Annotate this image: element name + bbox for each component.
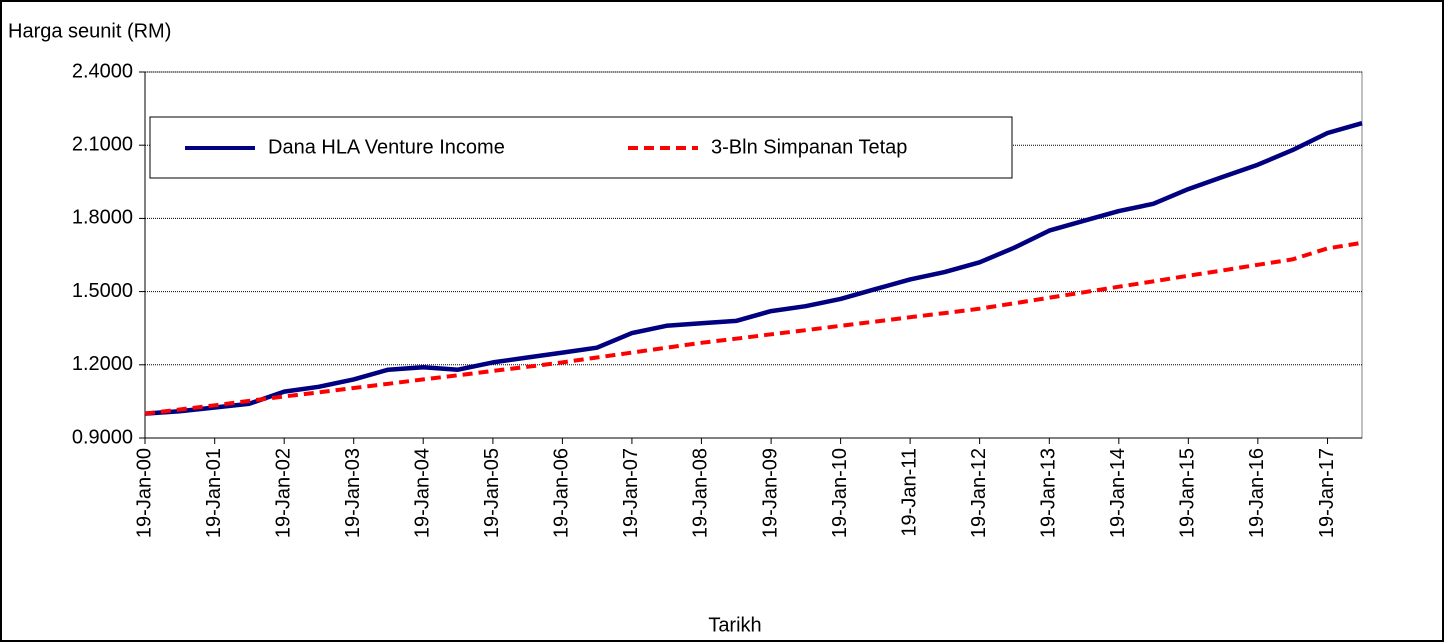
legend-box (149, 116, 1013, 179)
y-tick-label: 0.9000 (72, 426, 133, 448)
x-axis-label: Tarikh (708, 614, 761, 636)
y-tick-label: 2.1000 (72, 133, 133, 155)
y-tick-label: 2.4000 (72, 60, 133, 82)
x-tick-label: 19-Jan-05 (481, 448, 503, 538)
legend-label: 3-Bln Simpanan Tetap (711, 136, 907, 158)
x-tick-label: 19-Jan-07 (620, 448, 642, 538)
series-line (144, 240, 1363, 416)
series-line (144, 121, 1363, 416)
x-tick-label: 19-Jan-16 (1246, 448, 1268, 538)
x-tick-label: 19-Jan-13 (1038, 448, 1060, 538)
legend-label: Dana HLA Venture Income (268, 136, 505, 158)
x-tick-label: 19-Jan-10 (829, 448, 851, 538)
x-tick-label: 19-Jan-03 (342, 448, 364, 538)
y-tick-label: 1.8000 (72, 207, 133, 229)
x-tick-label: 19-Jan-12 (968, 448, 990, 538)
y-tick-label: 1.2000 (72, 353, 133, 375)
y-tick-label: 1.5000 (72, 280, 133, 302)
x-tick-label: 19-Jan-17 (1316, 448, 1338, 538)
chart-title: Harga seunit (RM) (8, 20, 171, 42)
x-tick-label: 19-Jan-11 (898, 448, 920, 537)
x-tick-label: 19-Jan-00 (133, 448, 155, 538)
x-tick-label: 19-Jan-15 (1177, 448, 1199, 538)
x-tick-label: 19-Jan-09 (759, 448, 781, 538)
x-tick-label: 19-Jan-01 (203, 448, 225, 538)
x-tick-label: 19-Jan-06 (551, 448, 573, 538)
x-tick-label: 19-Jan-04 (411, 448, 433, 538)
x-tick-label: 19-Jan-14 (1107, 448, 1129, 538)
x-tick-label: 19-Jan-02 (272, 448, 294, 538)
x-tick-label: 19-Jan-08 (690, 448, 712, 538)
